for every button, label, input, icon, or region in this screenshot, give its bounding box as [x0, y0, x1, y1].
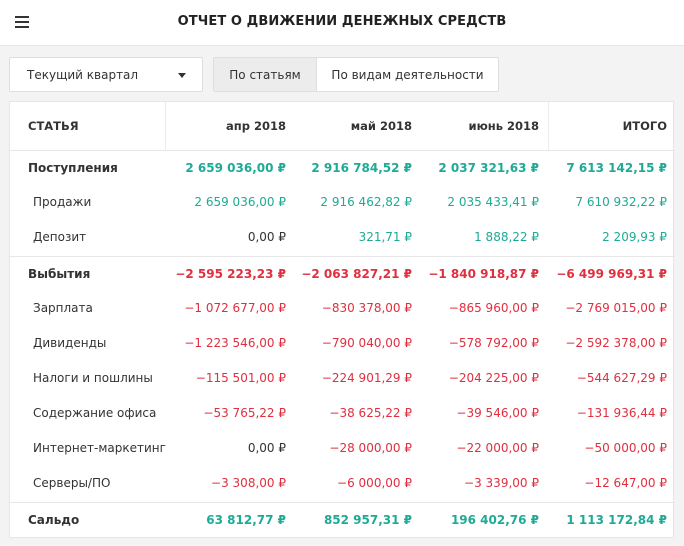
cell-apr: −2 595 223,23 ₽ — [175, 267, 286, 281]
cell-total: 7 613 142,15 ₽ — [566, 161, 667, 175]
cell-total: −2 592 378,00 ₽ — [565, 336, 667, 350]
table-row: Дивиденды −1 223 546,00 ₽ −790 040,00 ₽ −57… — [10, 326, 675, 361]
table-group-row[interactable]: Выбытия −2 595 223,23 ₽ −2 063 827,21 ₽ −1 … — [10, 256, 675, 291]
page-title: ОТЧЕТ О ДВИЖЕНИИ ДЕНЕЖНЫХ СРЕДСТВ — [177, 14, 507, 29]
cell-may: 321,71 ₽ — [358, 230, 412, 244]
cell-june: −865 960,00 ₽ — [448, 301, 539, 315]
cell-may: −830 378,00 ₽ — [321, 301, 412, 315]
row-label: Депозит — [33, 230, 87, 244]
cell-total: 7 610 932,22 ₽ — [575, 195, 667, 209]
cell-june: 2 035 433,41 ₽ — [447, 195, 539, 209]
cell-may: 2 916 784,52 ₽ — [311, 161, 412, 175]
table-row: Зарплата −1 072 677,00 ₽ −830 378,00 ₽ −865… — [10, 291, 675, 326]
cell-june: 1 888,22 ₽ — [474, 230, 539, 244]
cell-total: −2 769 015,00 ₽ — [565, 301, 667, 315]
row-label: Налоги и пошлины — [33, 371, 153, 385]
column-divider — [165, 102, 166, 150]
table-row: Продажи 2 659 036,00 ₽ 2 916 462,82 ₽ 2 035… — [10, 185, 675, 220]
cell-apr: −53 765,22 ₽ — [203, 406, 286, 420]
cell-apr: −3 308,00 ₽ — [211, 476, 286, 490]
column-header-total[interactable]: ИТОГО — [622, 119, 667, 133]
table-row: Серверы/ПО −3 308,00 ₽ −6 000,00 ₽ −3 339,0… — [10, 466, 675, 501]
cell-june: −22 000,00 ₽ — [456, 441, 539, 455]
row-label: Содержание офиса — [33, 406, 157, 420]
cell-june: −1 840 918,87 ₽ — [428, 267, 539, 281]
top-bar: ОТЧЕТ О ДВИЖЕНИИ ДЕНЕЖНЫХ СРЕДСТВ — [0, 0, 684, 46]
cell-total: −12 647,00 ₽ — [584, 476, 667, 490]
cell-apr: 2 659 036,00 ₽ — [194, 195, 286, 209]
cell-june: −39 546,00 ₽ — [456, 406, 539, 420]
hamburger-menu-icon[interactable] — [15, 16, 29, 28]
column-header-apr[interactable]: апр 2018 — [226, 119, 286, 133]
row-label: Интернет-маркетинг — [33, 441, 166, 455]
row-label: Продажи — [33, 195, 92, 209]
cell-may: −224 901,29 ₽ — [321, 371, 412, 385]
table-row: Налоги и пошлины −115 501,00 ₽ −224 901,29… — [10, 361, 675, 396]
cell-total: 2 209,93 ₽ — [602, 230, 667, 244]
column-header-article[interactable]: СТАТЬЯ — [28, 119, 79, 133]
cashflow-table: СТАТЬЯ апр 2018 май 2018 июнь 2018 ИТОГО… — [9, 101, 675, 538]
cell-may: 852 957,31 ₽ — [323, 513, 412, 527]
row-label: Серверы/ПО — [33, 476, 111, 490]
row-label: Зарплата — [33, 301, 93, 315]
cell-june: −204 225,00 ₽ — [448, 371, 539, 385]
period-select[interactable]: Текущий квартал — [9, 57, 203, 92]
row-label: Поступления — [28, 161, 118, 175]
table-header-row: СТАТЬЯ апр 2018 май 2018 июнь 2018 ИТОГО — [10, 109, 675, 144]
cell-may: −28 000,00 ₽ — [329, 441, 412, 455]
cell-total: −50 000,00 ₽ — [584, 441, 667, 455]
cell-apr: −115 501,00 ₽ — [195, 371, 286, 385]
cell-june: 2 037 321,63 ₽ — [438, 161, 539, 175]
column-header-june[interactable]: июнь 2018 — [468, 119, 539, 133]
column-divider — [548, 102, 549, 150]
cell-may: −790 040,00 ₽ — [321, 336, 412, 350]
cell-may: 2 916 462,82 ₽ — [320, 195, 412, 209]
cell-apr: −1 072 677,00 ₽ — [184, 301, 286, 315]
row-label: Дивиденды — [33, 336, 107, 350]
table-total-row: Сальдо 63 812,77 ₽ 852 957,31 ₽ 196 402,76 … — [10, 502, 675, 537]
cell-may: −6 000,00 ₽ — [337, 476, 412, 490]
cell-total: 1 113 172,84 ₽ — [566, 513, 667, 527]
cell-apr: 63 812,77 ₽ — [206, 513, 286, 527]
cell-apr: 0,00 ₽ — [247, 230, 286, 244]
group-by-activity-button[interactable]: По видам деятельности — [316, 57, 499, 92]
group-by-articles-button[interactable]: По статьям — [213, 57, 317, 92]
table-row: Интернет-маркетинг 0,00 ₽ −28 000,00 ₽ −22 … — [10, 431, 675, 466]
period-select-value: Текущий квартал — [27, 68, 139, 82]
cell-june: 196 402,76 ₽ — [450, 513, 539, 527]
chevron-down-icon — [178, 73, 186, 78]
cell-apr: −1 223 546,00 ₽ — [184, 336, 286, 350]
cell-may: −2 063 827,21 ₽ — [301, 267, 412, 281]
cell-june: −578 792,00 ₽ — [448, 336, 539, 350]
cell-total: −6 499 969,31 ₽ — [556, 267, 667, 281]
cell-total: −131 936,44 ₽ — [576, 406, 667, 420]
cell-june: −3 339,00 ₽ — [464, 476, 539, 490]
column-header-may[interactable]: май 2018 — [350, 119, 412, 133]
cell-apr: 0,00 ₽ — [247, 441, 286, 455]
cell-apr: 2 659 036,00 ₽ — [185, 161, 286, 175]
row-label: Сальдо — [28, 513, 80, 527]
cell-total: −544 627,29 ₽ — [576, 371, 667, 385]
row-label: Выбытия — [28, 267, 91, 281]
cell-may: −38 625,22 ₽ — [329, 406, 412, 420]
table-row: Содержание офиса −53 765,22 ₽ −38 625,22 ₽… — [10, 396, 675, 431]
table-row: Депозит 0,00 ₽ 321,71 ₽ 1 888,22 ₽ 2 209,93 … — [10, 220, 675, 255]
table-group-row[interactable]: Поступления 2 659 036,00 ₽ 2 916 784,52 ₽ 2… — [10, 150, 675, 185]
